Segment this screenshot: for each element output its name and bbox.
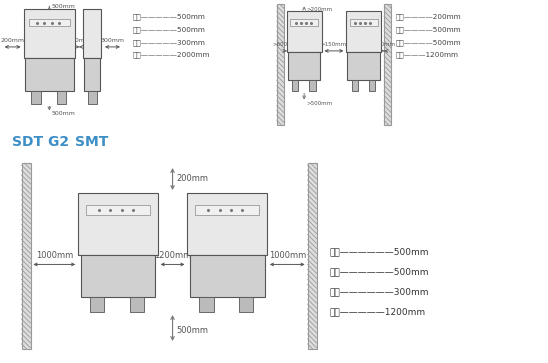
Bar <box>88 91 96 103</box>
Text: 下方—————500mm: 下方—————500mm <box>133 26 206 33</box>
Bar <box>130 297 144 312</box>
Text: 两侧———1200mm: 两侧———1200mm <box>396 52 459 58</box>
Text: 300mm: 300mm <box>100 38 124 43</box>
Bar <box>25 58 73 91</box>
Text: 下方——————500mm: 下方——————500mm <box>329 268 429 276</box>
Bar <box>239 297 253 312</box>
Bar <box>287 11 322 53</box>
Bar <box>190 255 265 297</box>
Bar <box>21 163 31 349</box>
Text: >150mm: >150mm <box>321 42 347 47</box>
Bar <box>277 4 284 125</box>
Bar <box>310 80 316 91</box>
Bar <box>31 91 41 103</box>
Text: 上方——————500mm: 上方——————500mm <box>329 248 429 257</box>
Text: 两侧—————1200mm: 两侧—————1200mm <box>329 307 426 316</box>
Text: >600mm: >600mm <box>369 42 396 47</box>
Text: SDT G2: SDT G2 <box>12 135 68 149</box>
Text: 200mm: 200mm <box>176 174 209 183</box>
Text: 上方————200mm: 上方————200mm <box>396 13 461 20</box>
Bar <box>90 297 105 312</box>
Bar <box>84 58 100 91</box>
Bar <box>28 19 70 26</box>
Bar <box>288 53 321 80</box>
Bar <box>350 20 378 26</box>
Bar <box>187 193 267 255</box>
Text: 下方————500mm: 下方————500mm <box>396 26 461 33</box>
Bar <box>347 53 380 80</box>
Bar <box>57 91 66 103</box>
Text: >500mm: >500mm <box>306 101 332 106</box>
Bar <box>81 255 155 297</box>
Bar <box>346 11 381 53</box>
Text: 前方——————300mm: 前方——————300mm <box>329 287 429 296</box>
Bar <box>307 163 317 349</box>
Text: >600mm: >600mm <box>272 42 298 47</box>
Bar <box>78 193 158 255</box>
Bar <box>369 80 375 91</box>
Text: 上方—————500mm: 上方—————500mm <box>133 13 206 20</box>
Text: 200mm: 200mm <box>67 38 91 43</box>
Text: 1000mm: 1000mm <box>36 252 73 261</box>
Bar <box>199 297 214 312</box>
Text: 前方—————300mm: 前方—————300mm <box>133 39 206 46</box>
Text: >200mm: >200mm <box>306 7 332 12</box>
Text: 1000mm: 1000mm <box>269 252 306 261</box>
Text: 500mm: 500mm <box>176 326 209 335</box>
Bar <box>384 4 391 125</box>
Bar <box>83 9 101 58</box>
Bar <box>352 80 358 91</box>
Text: 500mm: 500mm <box>52 111 75 117</box>
Text: 两侧—————2000mm: 两侧—————2000mm <box>133 52 210 58</box>
Bar <box>86 205 150 215</box>
Bar <box>24 9 75 58</box>
Text: 200mm: 200mm <box>1 38 25 43</box>
Bar <box>292 80 298 91</box>
Text: 1200mm: 1200mm <box>154 252 191 261</box>
Bar <box>290 20 318 26</box>
Text: SMT: SMT <box>75 135 109 149</box>
Bar <box>196 205 259 215</box>
Text: 前方————500mm: 前方————500mm <box>396 39 461 46</box>
Text: 500mm: 500mm <box>52 4 75 9</box>
